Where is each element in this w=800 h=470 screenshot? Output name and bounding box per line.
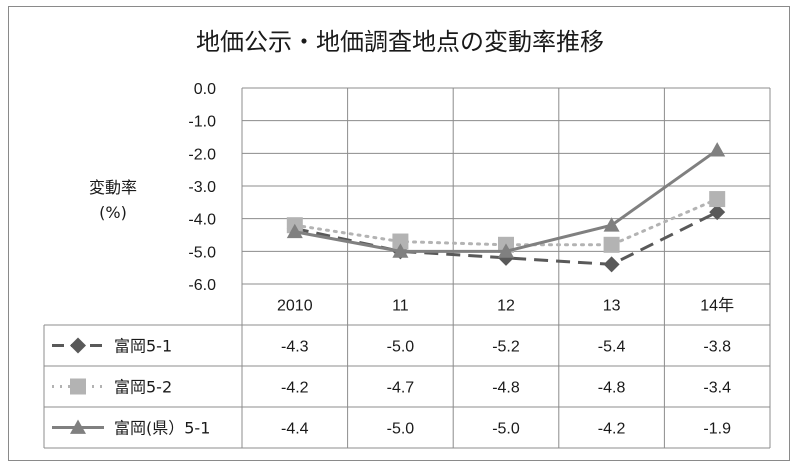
y-axis-unit: (%) <box>99 203 127 222</box>
series-layer <box>286 142 726 273</box>
legend-entry: 富岡5-2 <box>114 378 172 397</box>
data-point <box>603 217 620 232</box>
legend-marker <box>70 419 86 434</box>
data-point <box>392 243 409 258</box>
chart-frame <box>8 6 790 461</box>
data-point <box>709 142 726 157</box>
data-label: -4.7 <box>387 380 415 397</box>
x-tick-label: 13 <box>603 298 621 315</box>
data-label: -5.2 <box>492 339 520 356</box>
data-label: -3.4 <box>703 380 731 397</box>
grid <box>241 87 771 448</box>
legend-entry: 富岡5-1 <box>114 337 172 356</box>
y-tick-label: -2.0 <box>188 146 216 163</box>
chart-title: 地価公示・地価調査地点の変動率推移 <box>196 28 604 56</box>
y-tick-label: -6.0 <box>188 277 216 294</box>
data-point <box>392 233 409 250</box>
data-label: -3.8 <box>703 339 731 356</box>
x-tick-label: 11 <box>392 298 409 315</box>
y-tick-label: 0.0 <box>194 81 216 98</box>
data-point <box>498 243 514 258</box>
data-label: -4.4 <box>281 421 309 438</box>
data-label: -5.0 <box>492 421 520 438</box>
legend-marker <box>70 378 86 395</box>
y-axis-label: 変動率 <box>89 178 137 197</box>
y-axis-ticks: 0.0 -1.0 -2.0 -3.0 -4.0 -5.0 -6.0 <box>188 81 216 294</box>
y-tick-label: -5.0 <box>188 244 216 261</box>
series-3 <box>286 142 726 258</box>
data-label: -4.8 <box>598 380 626 397</box>
data-label: -4.2 <box>281 380 309 397</box>
data-label: -4.2 <box>598 421 626 438</box>
x-tick-label: 14年 <box>700 297 734 315</box>
data-label: -4.8 <box>492 380 520 397</box>
y-tick-label: -4.0 <box>188 212 216 229</box>
y-tick-label: -1.0 <box>188 114 216 131</box>
legend-marker <box>70 337 86 354</box>
legend-entry: 富岡(県）5-1 <box>114 419 210 438</box>
data-label: -1.9 <box>703 421 731 438</box>
data-point <box>603 236 620 253</box>
data-point <box>603 256 620 273</box>
data-point <box>709 204 726 221</box>
data-point <box>286 223 303 239</box>
series-line <box>293 197 719 247</box>
data-label: -5.4 <box>598 339 626 356</box>
data-label: -5.0 <box>387 421 415 438</box>
y-tick-label: -3.0 <box>188 179 216 196</box>
x-tick-label: 2010 <box>277 298 313 315</box>
x-tick-label: 12 <box>497 298 515 315</box>
data-label: -5.0 <box>387 339 415 356</box>
data-point <box>709 191 726 208</box>
data-label: -4.3 <box>281 339 309 356</box>
